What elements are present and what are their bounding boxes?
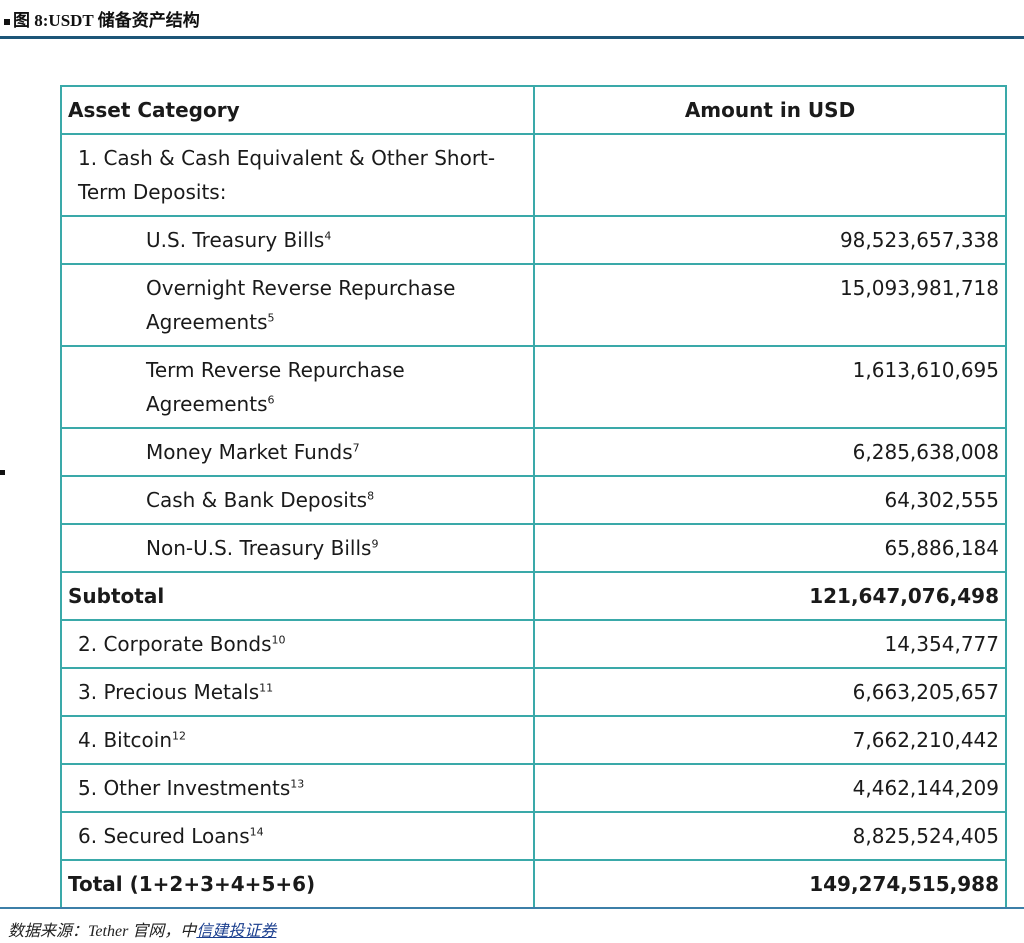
asset-label: Non-U.S. Treasury Bills xyxy=(146,536,372,560)
asset-label: 2. Corporate Bonds xyxy=(78,632,272,656)
asset-label: 4. Bitcoin xyxy=(78,728,173,752)
asset-cell: 3. Precious Metals11 xyxy=(60,667,535,717)
table-row: Subtotal 121,647,076,498 xyxy=(60,571,1007,621)
table-row: U.S. Treasury Bills4 98,523,657,338 xyxy=(60,215,1007,265)
header-asset-category: Asset Category xyxy=(60,85,535,135)
source-link[interactable]: 信建投证券 xyxy=(196,923,277,940)
footnote-ref: 4 xyxy=(324,229,332,243)
asset-cell: Term Reverse Repurchase Agreements6 xyxy=(60,345,535,429)
asset-cell: U.S. Treasury Bills4 xyxy=(60,215,535,265)
table-row: 6. Secured Loans14 8,825,524,405 xyxy=(60,811,1007,861)
asset-label: Total (1+2+3+4+5+6) xyxy=(68,872,316,896)
amount-cell: 64,302,555 xyxy=(533,475,1007,525)
amount-cell: 6,285,638,008 xyxy=(533,427,1007,477)
footnote-ref: 12 xyxy=(172,729,187,743)
asset-cell: Total (1+2+3+4+5+6) xyxy=(60,859,535,909)
footnote-ref: 6 xyxy=(267,393,275,407)
footnote-ref: 11 xyxy=(259,681,274,695)
amount-cell: 149,274,515,988 xyxy=(533,859,1007,909)
asset-cell: 1. Cash & Cash Equivalent & Other Short-… xyxy=(60,133,535,217)
source-note: 数据来源：Tether 官网，中信建投证券 xyxy=(8,917,276,941)
asset-label: Cash & Bank Deposits xyxy=(146,488,368,512)
amount-cell: 4,462,144,209 xyxy=(533,763,1007,813)
asset-label: 3. Precious Metals xyxy=(78,680,260,704)
title-rule xyxy=(0,36,1024,39)
footnote-ref: 7 xyxy=(352,441,360,455)
figure-title: 图 8:USDT 储备资产结构 xyxy=(4,6,200,31)
asset-cell: Money Market Funds7 xyxy=(60,427,535,477)
asset-cell: Cash & Bank Deposits8 xyxy=(60,475,535,525)
bullet-mark xyxy=(0,470,5,475)
amount-cell: 15,093,981,718 xyxy=(533,263,1007,347)
footnote-ref: 13 xyxy=(290,777,305,791)
table-row: 4. Bitcoin12 7,662,210,442 xyxy=(60,715,1007,765)
asset-label: Money Market Funds xyxy=(146,440,353,464)
table-row: Cash & Bank Deposits8 64,302,555 xyxy=(60,475,1007,525)
source-text: 数据来源：Tether 官网，中 xyxy=(8,923,197,940)
asset-label: 6. Secured Loans xyxy=(78,824,250,848)
table-row: Term Reverse Repurchase Agreements6 1,613… xyxy=(60,345,1007,429)
table-row: 2. Corporate Bonds10 14,354,777 xyxy=(60,619,1007,669)
asset-label: Term Reverse Repurchase Agreements xyxy=(146,358,405,416)
asset-label: 5. Other Investments xyxy=(78,776,291,800)
asset-cell: Overnight Reverse Repurchase Agreements5 xyxy=(60,263,535,347)
amount-cell: 1,613,610,695 xyxy=(533,345,1007,429)
table-row: Total (1+2+3+4+5+6) 149,274,515,988 xyxy=(60,859,1007,909)
reserve-table: Asset Category Amount in USD 1. Cash & C… xyxy=(60,85,1007,909)
asset-cell: 6. Secured Loans14 xyxy=(60,811,535,861)
asset-cell: 2. Corporate Bonds10 xyxy=(60,619,535,669)
footnote-ref: 14 xyxy=(249,825,264,839)
amount-cell: 98,523,657,338 xyxy=(533,215,1007,265)
table-row: 3. Precious Metals11 6,663,205,657 xyxy=(60,667,1007,717)
asset-label: U.S. Treasury Bills xyxy=(146,228,325,252)
amount-cell xyxy=(533,133,1007,217)
footnote-ref: 5 xyxy=(267,311,275,325)
asset-label: 1. Cash & Cash Equivalent & Other Short-… xyxy=(78,146,496,204)
table-row: Money Market Funds7 6,285,638,008 xyxy=(60,427,1007,477)
table-header-row: Asset Category Amount in USD xyxy=(60,85,1007,135)
asset-cell: Non-U.S. Treasury Bills9 xyxy=(60,523,535,573)
asset-cell: 4. Bitcoin12 xyxy=(60,715,535,765)
amount-cell: 8,825,524,405 xyxy=(533,811,1007,861)
header-amount: Amount in USD xyxy=(533,85,1007,135)
bullet-icon xyxy=(4,19,10,26)
footnote-ref: 10 xyxy=(271,633,286,647)
amount-cell: 65,886,184 xyxy=(533,523,1007,573)
table-row: Non-U.S. Treasury Bills9 65,886,184 xyxy=(60,523,1007,573)
amount-cell: 7,662,210,442 xyxy=(533,715,1007,765)
footnote-ref: 9 xyxy=(371,537,379,551)
table-row: 1. Cash & Cash Equivalent & Other Short-… xyxy=(60,133,1007,217)
amount-cell: 14,354,777 xyxy=(533,619,1007,669)
figure-title-text: 图 8:USDT 储备资产结构 xyxy=(13,11,200,30)
source-rule xyxy=(0,907,1024,909)
amount-cell: 6,663,205,657 xyxy=(533,667,1007,717)
footnote-ref: 8 xyxy=(367,489,375,503)
asset-cell: 5. Other Investments13 xyxy=(60,763,535,813)
amount-cell: 121,647,076,498 xyxy=(533,571,1007,621)
table-row: Overnight Reverse Repurchase Agreements5… xyxy=(60,263,1007,347)
table-row: 5. Other Investments13 4,462,144,209 xyxy=(60,763,1007,813)
asset-label: Overnight Reverse Repurchase Agreements xyxy=(146,276,456,334)
asset-label: Subtotal xyxy=(68,584,165,608)
asset-cell: Subtotal xyxy=(60,571,535,621)
